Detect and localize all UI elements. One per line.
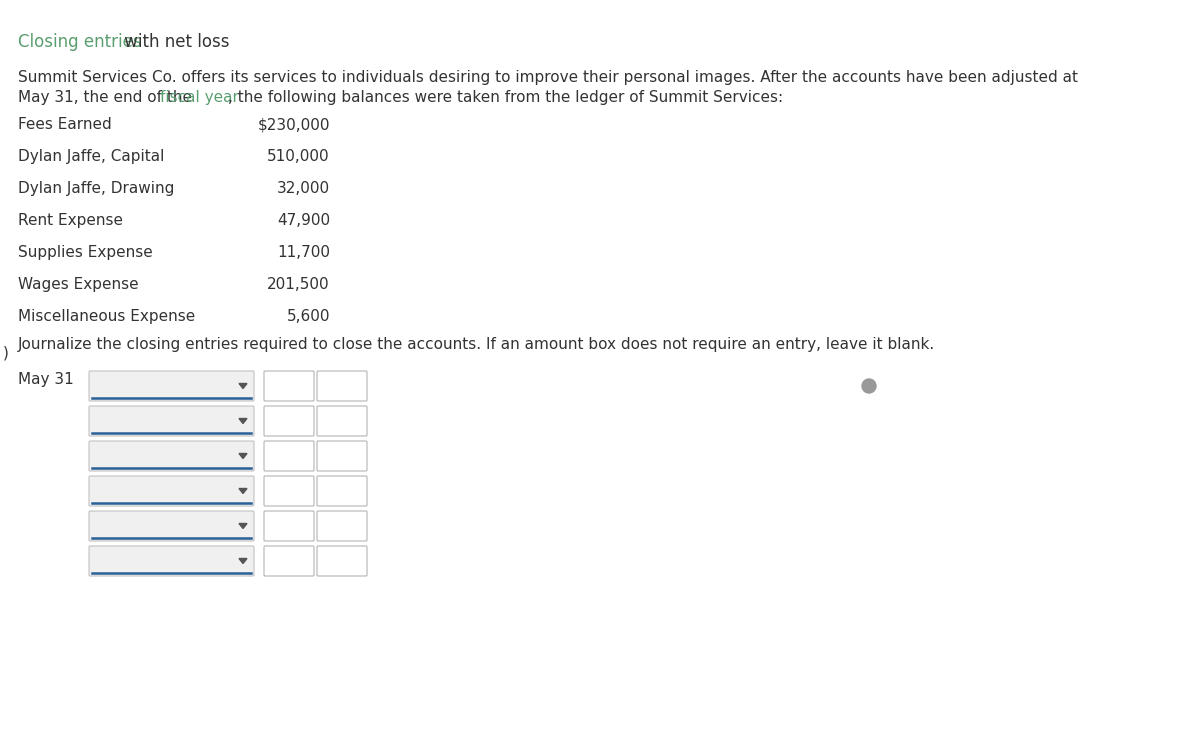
Text: 11,700: 11,700	[277, 245, 330, 260]
Polygon shape	[239, 559, 247, 563]
Text: May 31, the end of the: May 31, the end of the	[18, 90, 197, 105]
Polygon shape	[239, 488, 247, 494]
Text: ): )	[2, 346, 8, 361]
FancyBboxPatch shape	[89, 441, 254, 471]
FancyBboxPatch shape	[89, 371, 254, 401]
FancyBboxPatch shape	[264, 441, 314, 471]
Text: Closing entries: Closing entries	[18, 33, 142, 51]
Text: fiscal year: fiscal year	[160, 90, 239, 105]
FancyBboxPatch shape	[317, 441, 367, 471]
Text: 32,000: 32,000	[277, 181, 330, 196]
Circle shape	[862, 379, 876, 393]
FancyBboxPatch shape	[317, 406, 367, 436]
FancyBboxPatch shape	[317, 371, 367, 401]
FancyBboxPatch shape	[89, 511, 254, 541]
FancyBboxPatch shape	[317, 476, 367, 506]
Polygon shape	[239, 454, 247, 458]
Text: Wages Expense: Wages Expense	[18, 277, 139, 292]
FancyBboxPatch shape	[317, 511, 367, 541]
FancyBboxPatch shape	[264, 476, 314, 506]
FancyBboxPatch shape	[264, 406, 314, 436]
Text: Miscellaneous Expense: Miscellaneous Expense	[18, 309, 196, 324]
FancyBboxPatch shape	[317, 546, 367, 576]
Text: $230,000: $230,000	[258, 117, 330, 132]
Text: 201,500: 201,500	[268, 277, 330, 292]
Polygon shape	[239, 418, 247, 424]
Text: Dylan Jaffe, Drawing: Dylan Jaffe, Drawing	[18, 181, 174, 196]
Text: 510,000: 510,000	[268, 149, 330, 164]
Text: with net loss: with net loss	[119, 33, 229, 51]
FancyBboxPatch shape	[264, 511, 314, 541]
Text: Journalize the closing entries required to close the accounts. If an amount box : Journalize the closing entries required …	[18, 337, 935, 352]
Text: , the following balances were taken from the ledger of Summit Services:: , the following balances were taken from…	[228, 90, 784, 105]
Text: May 31: May 31	[18, 372, 73, 387]
FancyBboxPatch shape	[264, 371, 314, 401]
Text: Summit Services Co. offers its services to individuals desiring to improve their: Summit Services Co. offers its services …	[18, 70, 1078, 85]
FancyBboxPatch shape	[264, 546, 314, 576]
Text: Dylan Jaffe, Capital: Dylan Jaffe, Capital	[18, 149, 164, 164]
Polygon shape	[239, 523, 247, 528]
FancyBboxPatch shape	[89, 476, 254, 506]
Text: Supplies Expense: Supplies Expense	[18, 245, 152, 260]
Text: 5,600: 5,600	[287, 309, 330, 324]
Text: 47,900: 47,900	[277, 213, 330, 228]
Text: Fees Earned: Fees Earned	[18, 117, 112, 132]
FancyBboxPatch shape	[89, 406, 254, 436]
FancyBboxPatch shape	[89, 546, 254, 576]
Text: Rent Expense: Rent Expense	[18, 213, 124, 228]
Polygon shape	[239, 384, 247, 389]
